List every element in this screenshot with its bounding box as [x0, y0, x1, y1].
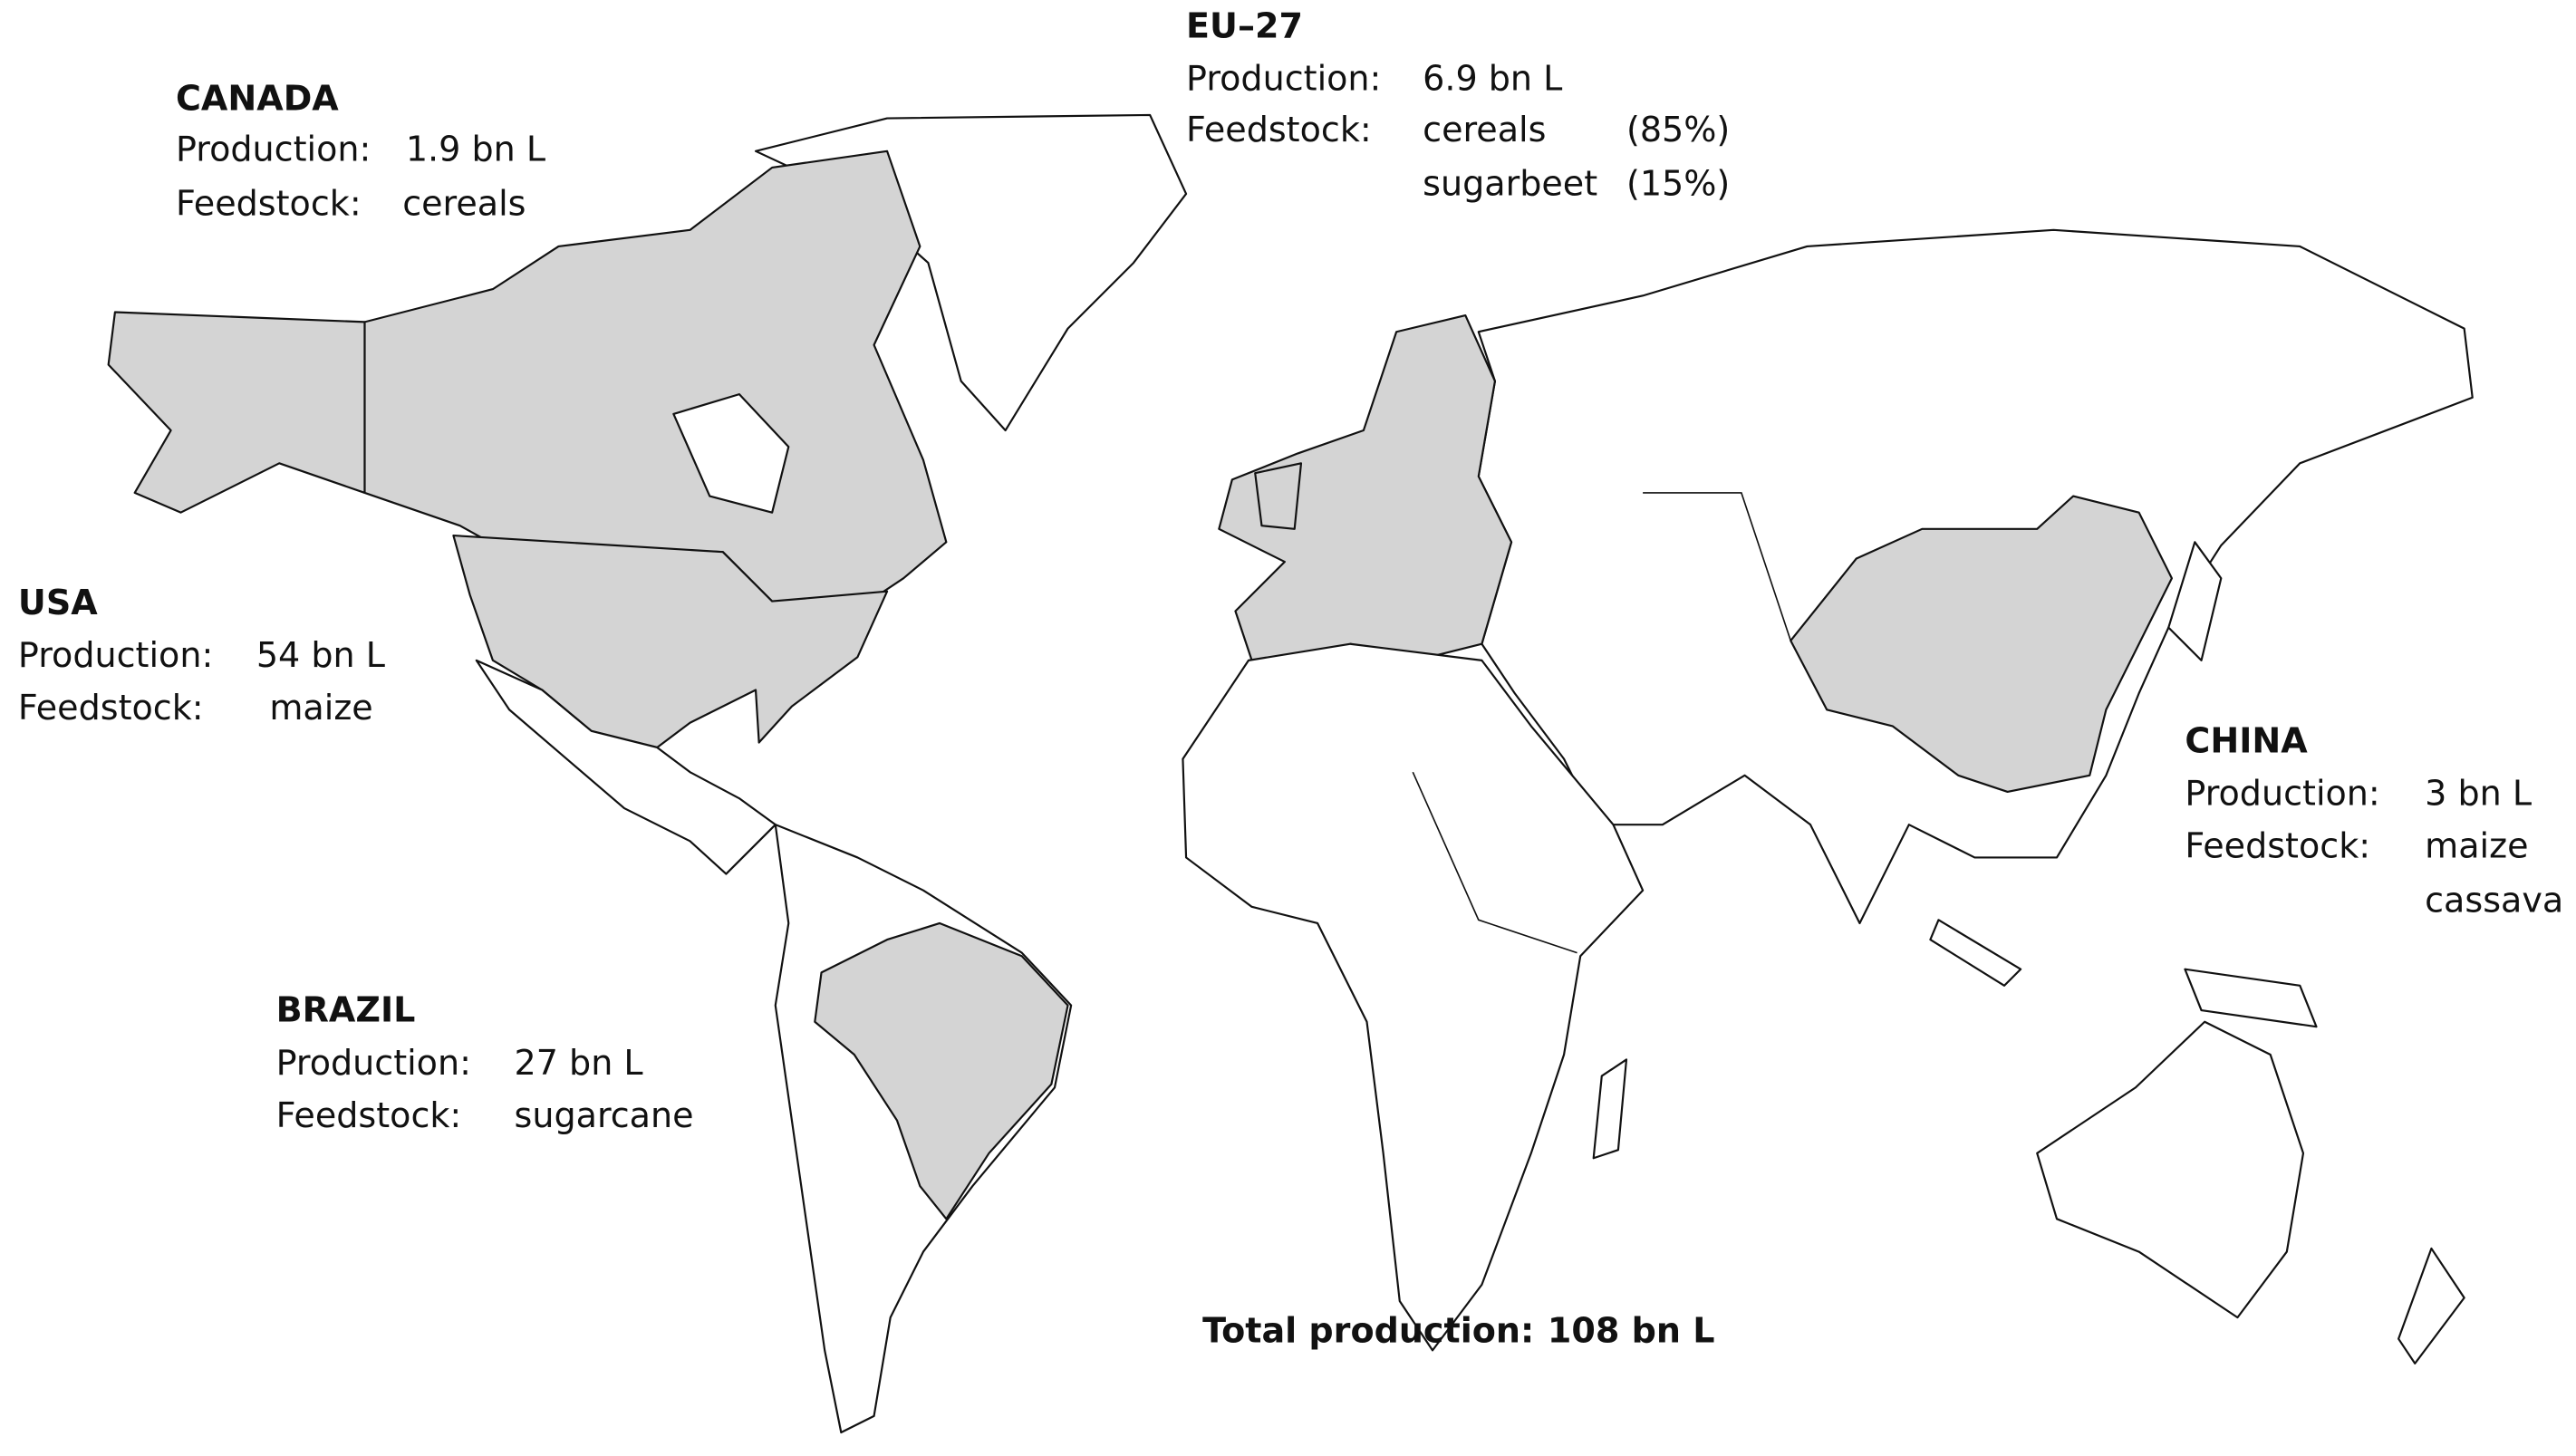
region-name: EU–27 [1186, 6, 1303, 46]
uk-ireland [1254, 462, 1303, 530]
feedstock-label: Feedstock: [2185, 825, 2370, 865]
production-value: 27 bn L [515, 1043, 643, 1083]
feedstock-label: Feedstock: [18, 688, 204, 728]
china [1790, 495, 2174, 794]
production-label: Production: [1186, 59, 1381, 99]
map-shapes [107, 113, 2474, 1434]
eu-27 [1218, 314, 1513, 661]
feedstock-label: Feedstock: [1186, 110, 1372, 149]
production-value: 1.9 bn L [406, 130, 545, 169]
japan [2167, 541, 2223, 661]
region-name: USA [18, 583, 98, 622]
feedstock-value: sugarcane [515, 1095, 694, 1135]
production-label: Production: [2185, 773, 2379, 813]
brazil [814, 921, 1069, 1220]
indonesia [1929, 919, 2022, 987]
alaska [107, 311, 366, 514]
new-guinea [2184, 968, 2318, 1028]
feedstock-share: (15%) [1626, 164, 1730, 204]
region-name: BRAZIL [276, 990, 416, 1030]
feedstock-value: sugarbeet [1423, 164, 1597, 204]
border-lines [1412, 771, 1577, 954]
production-value: 3 bn L [2425, 773, 2532, 813]
australia [2036, 1020, 2305, 1319]
usa [452, 534, 889, 749]
feedstock-label: Feedstock: [276, 1095, 462, 1135]
production-value: 54 bn L [256, 635, 385, 675]
africa [1182, 642, 1645, 1352]
feedstock-share: (85%) [1626, 110, 1730, 149]
production-label: Production: [18, 635, 213, 675]
region-name: CHINA [2185, 720, 2308, 760]
new-zealand [2398, 1247, 2465, 1364]
total-label: Total production: [1202, 1310, 1534, 1350]
feedstock-label: Feedstock: [176, 184, 362, 224]
hudson-bay [672, 393, 790, 514]
production-label: Production: [276, 1043, 471, 1083]
production-label: Production: [176, 130, 371, 169]
feedstock-value: cereals [402, 184, 526, 224]
feedstock-value: cereals [1423, 110, 1546, 149]
feedstock-value: maize [2425, 825, 2528, 865]
feedstock-value: cassava [2425, 880, 2563, 920]
feedstock-value: maize [269, 688, 372, 728]
region-name: CANADA [176, 78, 339, 118]
production-value: 6.9 bn L [1423, 59, 1562, 99]
border-lines [1643, 492, 1792, 641]
madagascar [1592, 1058, 1628, 1160]
total-value: 108 bn L [1548, 1310, 1715, 1350]
